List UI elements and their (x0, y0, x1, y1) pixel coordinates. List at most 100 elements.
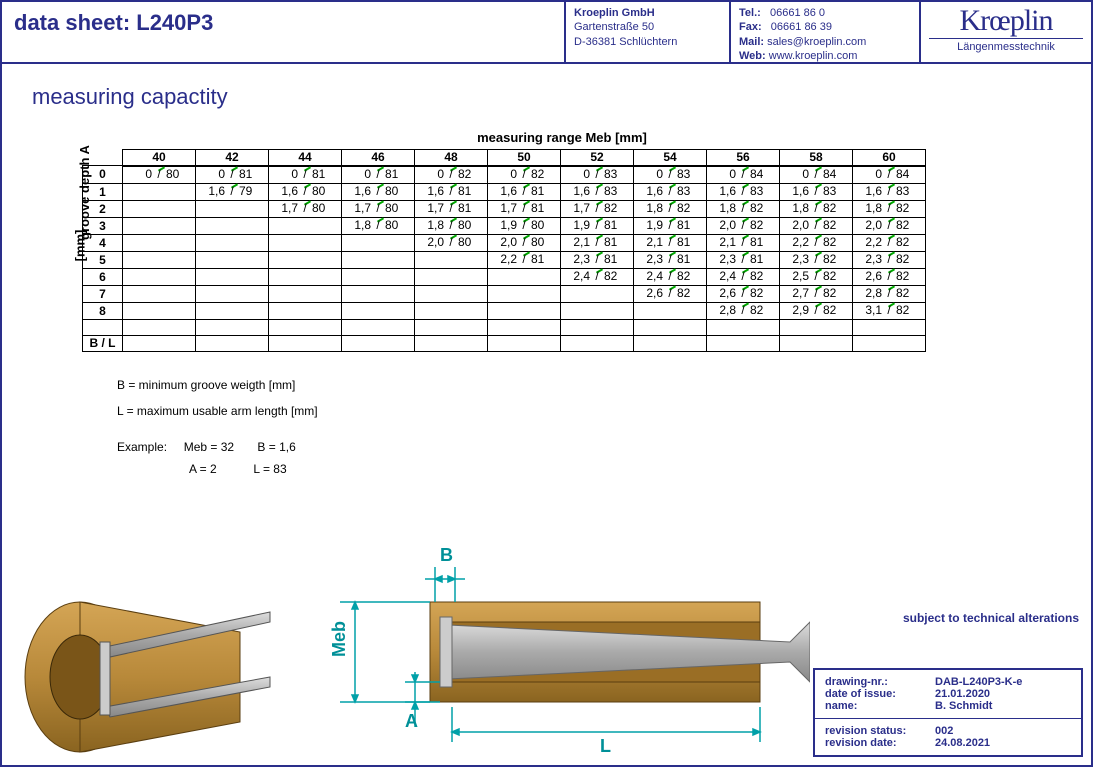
footer-row: name:B. Schmidt (825, 700, 1071, 712)
col-header: 44 (269, 150, 342, 166)
table-cell (488, 319, 561, 335)
table-cell (415, 285, 488, 302)
table-cell (342, 335, 415, 351)
table-cell (269, 335, 342, 351)
table-cell (415, 268, 488, 285)
diagram-3d-cutaway (25, 602, 270, 752)
table-cell: 2,0/80 (488, 234, 561, 251)
example-b: B = 1,6 (257, 440, 295, 454)
table-cell: 1,8/82 (707, 200, 780, 217)
table-cell (634, 335, 707, 351)
table-cell: 1,7/80 (342, 200, 415, 217)
col-header: 46 (342, 150, 415, 166)
table-cell: 2,6/82 (853, 268, 926, 285)
fax-value: 06661 86 39 (771, 21, 832, 33)
table-cell: 2,2/81 (488, 251, 561, 268)
col-header: 40 (123, 150, 196, 166)
table-cell: 2,1/81 (707, 234, 780, 251)
footer-row: date of issue:21.01.2020 (825, 688, 1071, 700)
table-cell (342, 268, 415, 285)
table-cell: 2,7/82 (780, 285, 853, 302)
table-cell (196, 319, 269, 335)
table-cell (269, 234, 342, 251)
table-cell (415, 251, 488, 268)
col-header: 42 (196, 150, 269, 166)
table-cell (342, 319, 415, 335)
table-cell: 1,9/81 (634, 217, 707, 234)
row-header: 5 (83, 251, 123, 268)
table-cell: 0/84 (707, 166, 780, 184)
table-cell: 1,8/82 (853, 200, 926, 217)
table-cell (342, 251, 415, 268)
footer-note: subject to technical alterations (903, 611, 1079, 625)
capacity-table-area: measuring range Meb [mm] groove depth A … (82, 130, 1091, 352)
table-cell: 1,6/80 (269, 183, 342, 200)
table-cell (196, 285, 269, 302)
table-cell (415, 319, 488, 335)
table-cell (196, 217, 269, 234)
table-cell (853, 335, 926, 351)
table-cell: 0/83 (561, 166, 634, 184)
example-label: Example: (117, 440, 167, 454)
table-cell (123, 302, 196, 319)
table-cell (707, 319, 780, 335)
table-cell: 0/81 (196, 166, 269, 184)
table-cell (342, 234, 415, 251)
section-title: measuring capactity (2, 64, 1091, 130)
table-cell: 2,3/81 (561, 251, 634, 268)
row-header: 7 (83, 285, 123, 302)
col-header: 54 (634, 150, 707, 166)
table-cell (488, 268, 561, 285)
diagram-cross-section: B Meb A L (329, 545, 810, 756)
table-cell (853, 319, 926, 335)
table-cell: 2,4/82 (707, 268, 780, 285)
col-header: 58 (780, 150, 853, 166)
tel-value: 06661 86 0 (770, 7, 825, 19)
table-cell (196, 302, 269, 319)
row-header: 8 (83, 302, 123, 319)
company-city: D-36381 Schlüchtern (574, 36, 677, 48)
dim-label-meb: Meb (329, 621, 349, 657)
table-cell: 1,6/81 (488, 183, 561, 200)
table-cell: 2,0/82 (853, 217, 926, 234)
table-cell: 2,0/80 (415, 234, 488, 251)
table-cell: 2,3/82 (853, 251, 926, 268)
table-cell (488, 335, 561, 351)
fax-label: Fax: (739, 21, 762, 33)
table-cell: 1,8/82 (780, 200, 853, 217)
table-cell (342, 285, 415, 302)
table-cell (561, 319, 634, 335)
table-cell: 1,7/80 (269, 200, 342, 217)
company-contact: Tel.: 06661 86 0 Fax: 06661 86 39 Mail: … (731, 2, 921, 62)
table-cell: 0/84 (853, 166, 926, 184)
company-address: Kroeplin GmbH Gartenstraße 50 D-36381 Sc… (566, 2, 731, 62)
table-cell: 1,6/83 (634, 183, 707, 200)
table-cell (561, 285, 634, 302)
table-cell: 2,0/82 (707, 217, 780, 234)
table-cell: 1,6/83 (780, 183, 853, 200)
table-cell (415, 302, 488, 319)
row-header: 6 (83, 268, 123, 285)
table-cell: 0/82 (415, 166, 488, 184)
table-cell: 1,8/82 (634, 200, 707, 217)
table-cell (123, 200, 196, 217)
table-cell (415, 335, 488, 351)
table-cell: 1,6/80 (342, 183, 415, 200)
table-cell: 2,2/82 (853, 234, 926, 251)
mail-label: Mail: (739, 36, 764, 48)
table-cell (269, 319, 342, 335)
legend: B = minimum groove weigth [mm] L = maxim… (117, 372, 1091, 425)
table-cell: 1,9/81 (561, 217, 634, 234)
table-cell: 1,8/80 (342, 217, 415, 234)
table-cell: 2,1/81 (561, 234, 634, 251)
table-cell: 2,3/81 (707, 251, 780, 268)
table-cell: 1,6/79 (196, 183, 269, 200)
company-name: Kroeplin GmbH (574, 7, 655, 19)
table-cell (123, 335, 196, 351)
example-a: A = 2 (189, 462, 217, 476)
table-cell: 2,6/82 (634, 285, 707, 302)
table-cell: 2,4/82 (634, 268, 707, 285)
table-cell (196, 251, 269, 268)
table-cell: 2,3/82 (780, 251, 853, 268)
table-y-unit: [mm] (72, 230, 87, 262)
